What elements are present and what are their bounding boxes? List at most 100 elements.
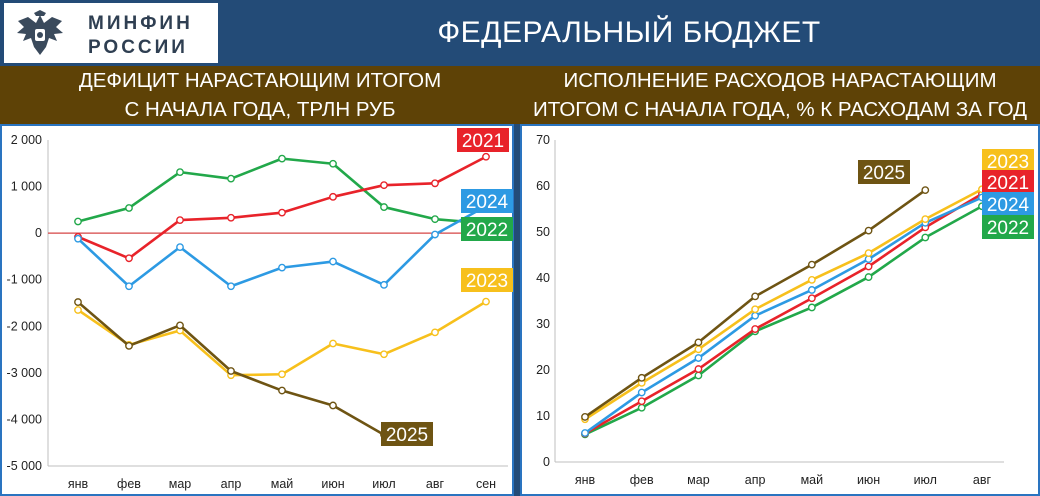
data-point-2021 xyxy=(482,152,490,161)
year-tag-2021 xyxy=(982,170,1034,194)
year-tag-2022 xyxy=(982,215,1034,239)
data-point-2022 xyxy=(637,403,646,412)
logo-text-line1: МИНФИН xyxy=(88,13,193,34)
series-line-2024 xyxy=(584,196,983,435)
x-tick-label: фев xyxy=(630,473,654,487)
data-point-2024 xyxy=(380,280,388,289)
right-chart-title: ИСПОЛНЕНИЕ РАСХОДОВ НАРАСТАЮЩИМ ИТОГОМ С… xyxy=(520,66,1040,124)
y-tick-label: 0 xyxy=(35,226,42,240)
year-tag-2024 xyxy=(461,189,513,213)
data-point-2022 xyxy=(227,174,235,183)
x-tick-label: мар xyxy=(169,477,192,491)
x-tick-label: апр xyxy=(221,477,242,491)
year-tag-2025 xyxy=(858,160,910,184)
data-point-2024 xyxy=(329,257,337,266)
data-point-2022 xyxy=(74,217,82,226)
year-tag-label: 2021 xyxy=(462,131,504,152)
data-point-2025 xyxy=(329,401,337,410)
data-point-2022 xyxy=(176,168,184,177)
data-point-2024 xyxy=(637,388,646,397)
panel-divider xyxy=(514,124,520,496)
data-point-2025 xyxy=(125,341,133,350)
x-tick-label: янв xyxy=(68,477,89,491)
data-point-2024 xyxy=(694,354,703,362)
series-line-2021 xyxy=(584,192,983,435)
year-tag-2022 xyxy=(461,217,513,241)
year-tag-label: 2021 xyxy=(987,173,1029,194)
data-point-2023 xyxy=(278,370,286,379)
y-tick-label: 70 xyxy=(536,133,550,147)
series-line-2022 xyxy=(584,205,983,436)
y-tick-label: -5 000 xyxy=(7,459,42,473)
data-point-2023 xyxy=(482,297,490,306)
data-point-2021 xyxy=(807,294,816,303)
y-tick-label: 40 xyxy=(536,271,550,285)
data-point-2022 xyxy=(807,303,816,312)
data-point-2022 xyxy=(431,215,439,224)
year-tag-2021 xyxy=(457,128,509,152)
data-point-2021 xyxy=(431,179,439,188)
y-tick-label: -2 000 xyxy=(7,319,42,333)
y-tick-label: 1 000 xyxy=(11,180,42,194)
y-tick-label: 2 000 xyxy=(11,133,42,147)
x-tick-label: июн xyxy=(857,473,880,487)
year-tag-label: 2024 xyxy=(987,195,1030,216)
logo-text-line2: РОССИИ xyxy=(88,37,188,58)
left-chart-title-line2: С НАЧАЛА ГОДА, ТРЛН РУБ xyxy=(124,98,396,121)
spending-chart-panel: 0 10 20 30 40 50 60 70 янв фев мар апр май июн июл авг 2… xyxy=(520,124,1040,496)
series-line-2023 xyxy=(77,300,487,377)
data-point-2023 xyxy=(329,339,337,348)
data-point-2022 xyxy=(125,204,133,212)
data-point-2021 xyxy=(176,216,184,225)
data-point-2024 xyxy=(227,282,235,291)
data-point-2021 xyxy=(694,365,703,373)
data-point-2021 xyxy=(637,397,646,406)
data-point-2021 xyxy=(278,208,286,217)
year-tag-label: 2023 xyxy=(987,152,1029,173)
data-point-2021 xyxy=(864,262,873,271)
data-point-2025 xyxy=(864,226,873,235)
data-point-2024 xyxy=(751,311,760,320)
data-point-2021 xyxy=(125,254,133,263)
data-point-2025 xyxy=(176,321,184,330)
x-tick-label: май xyxy=(801,473,824,487)
year-tag-label: 2025 xyxy=(386,425,428,446)
data-point-2024 xyxy=(807,286,816,294)
year-tag-2023 xyxy=(461,268,513,292)
x-tick-label: июл xyxy=(372,477,395,491)
data-point-2023 xyxy=(74,306,82,314)
year-tag-label: 2023 xyxy=(466,271,508,292)
data-point-2024 xyxy=(74,234,82,243)
y-tick-label: 60 xyxy=(536,179,550,193)
data-point-2023 xyxy=(807,275,816,284)
data-point-2022 xyxy=(329,159,337,168)
series-line-2024 xyxy=(77,204,487,288)
data-point-2022 xyxy=(278,154,286,163)
data-point-2022 xyxy=(694,371,703,380)
spending-line-chart: 0 10 20 30 40 50 60 70 янв фев мар апр май июн июл авг 2… xyxy=(536,133,1034,487)
year-tag-label: 2022 xyxy=(466,220,508,241)
data-point-2025 xyxy=(637,373,646,382)
deficit-line-chart: 2 000 1 000 0 -1 000 -2 000 -3 000 -4 000 -5 00… xyxy=(7,128,513,491)
series-line-2023 xyxy=(584,188,983,421)
header-bar: МИНФИН РОССИИ ФЕДЕРАЛЬНЫЙ БЮДЖЕТ xyxy=(0,0,1040,66)
data-point-2023 xyxy=(431,328,439,337)
data-point-2024 xyxy=(431,230,439,239)
year-tag-2024 xyxy=(982,192,1034,216)
data-point-2025 xyxy=(921,186,930,195)
data-point-2023 xyxy=(380,350,388,359)
data-point-2023 xyxy=(864,249,873,258)
x-tick-label: янв xyxy=(575,473,596,487)
series-line-2025 xyxy=(584,189,927,418)
y-tick-label: 20 xyxy=(536,363,550,377)
year-tag-label: 2025 xyxy=(863,163,905,184)
year-tag-2023 xyxy=(982,149,1034,173)
data-point-2025 xyxy=(751,292,760,301)
x-tick-label: фев xyxy=(117,477,141,491)
page-title: ФЕДЕРАЛЬНЫЙ БЮДЖЕТ xyxy=(437,16,821,49)
data-point-2024 xyxy=(125,282,133,291)
data-point-2021 xyxy=(227,213,235,222)
data-point-2025 xyxy=(694,338,703,347)
y-tick-label: 10 xyxy=(536,409,550,423)
x-tick-label: апр xyxy=(745,473,766,487)
